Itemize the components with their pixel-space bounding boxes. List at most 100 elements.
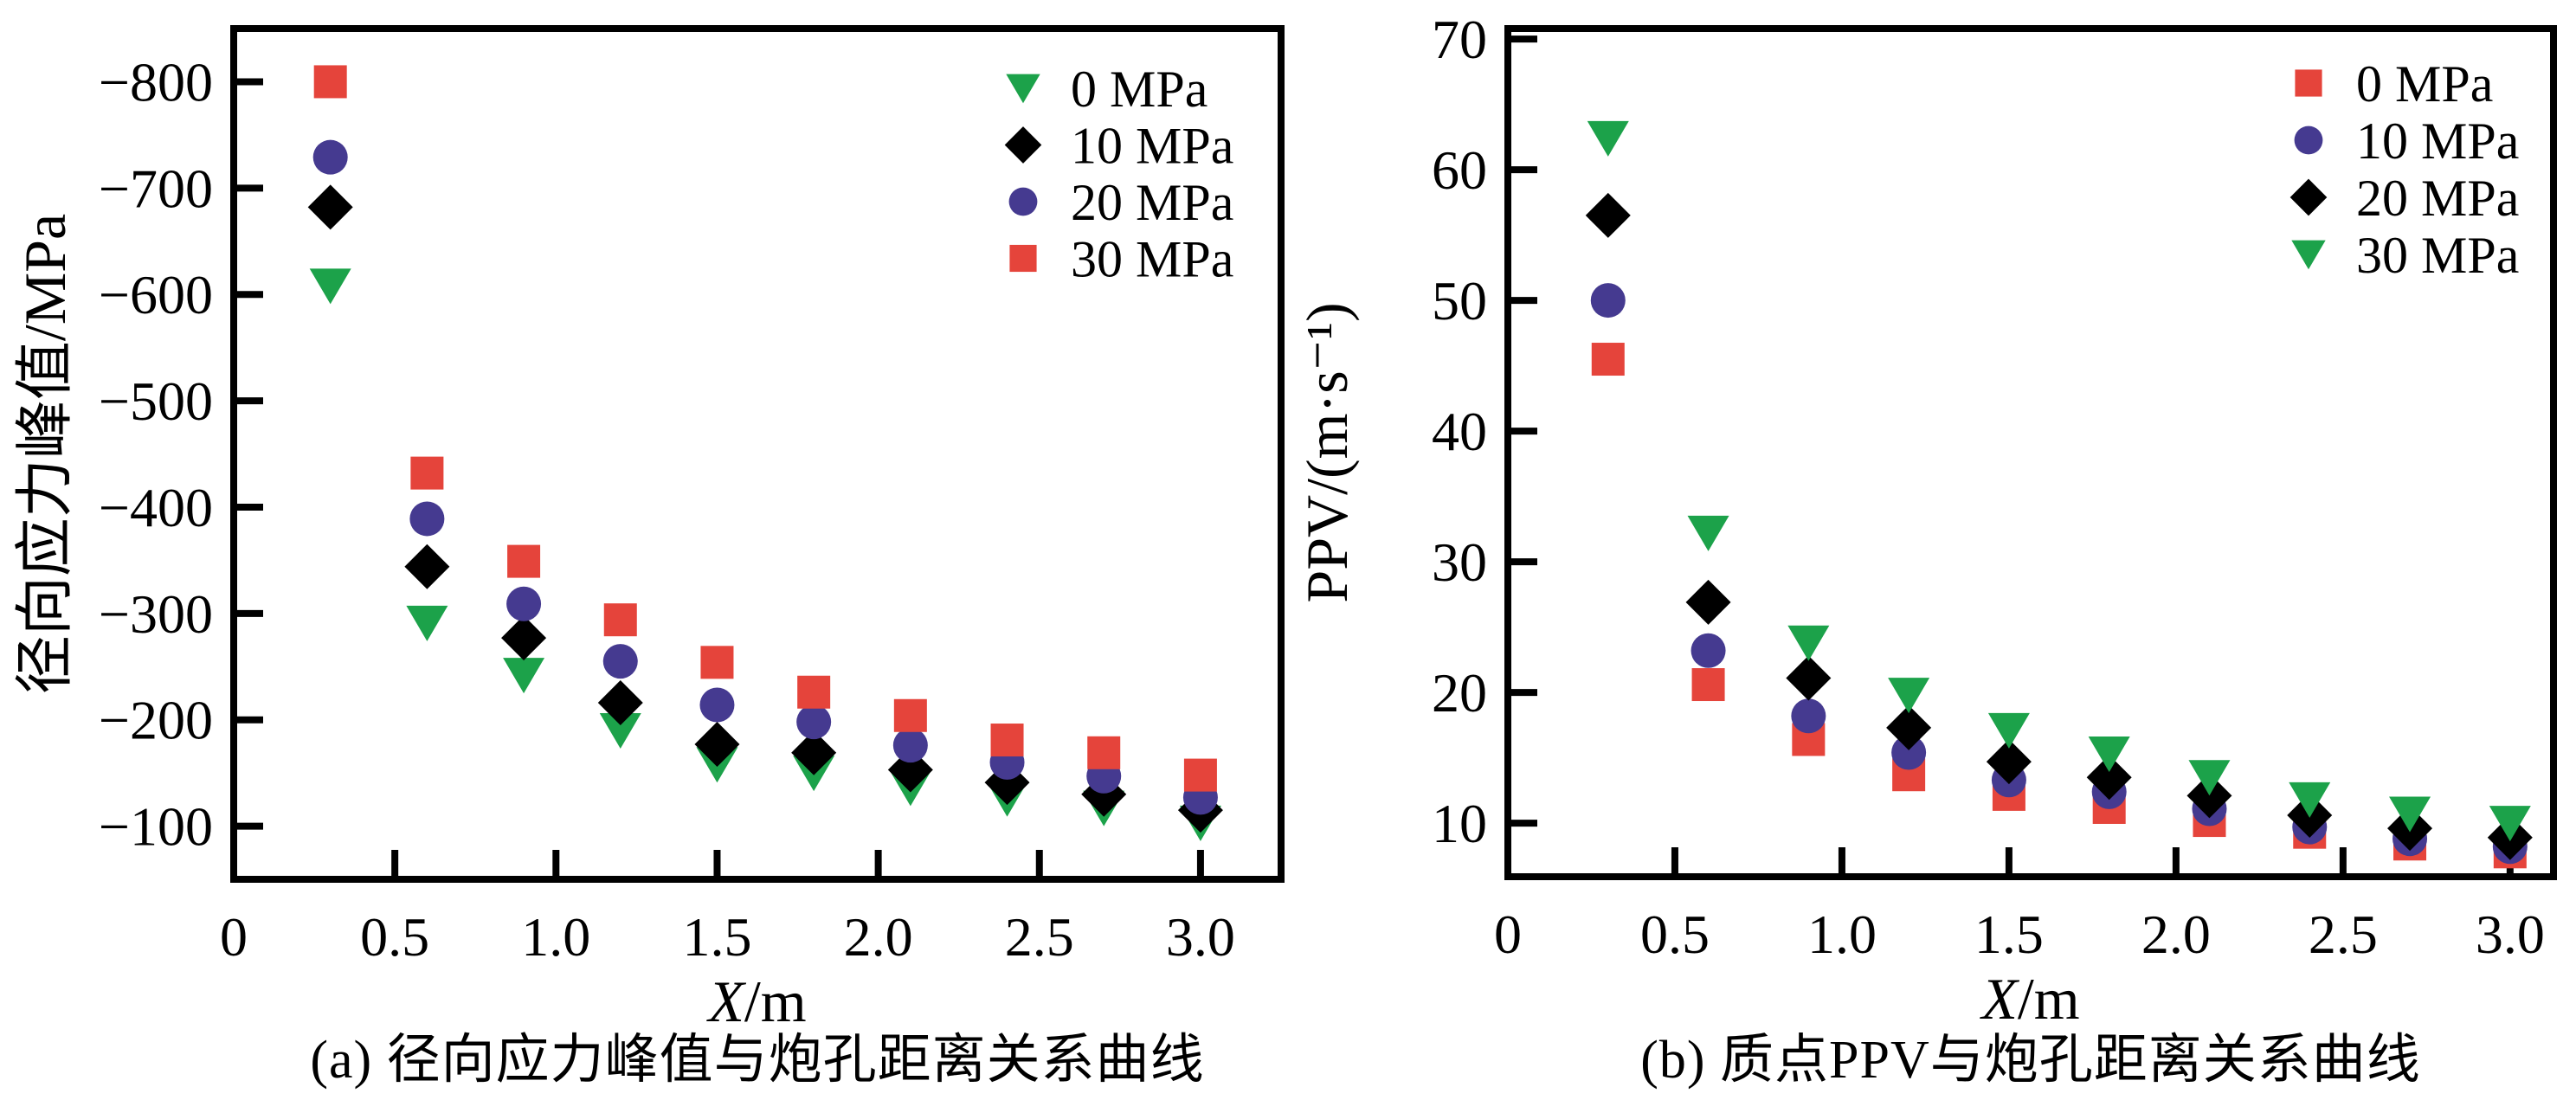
data-point-marker bbox=[603, 603, 637, 637]
legend-label: 0 MPa bbox=[2356, 55, 2493, 113]
data-point-marker bbox=[1691, 668, 1725, 702]
x-tick-label: 1.0 bbox=[521, 906, 590, 968]
data-point-marker bbox=[2489, 806, 2531, 842]
y-tick-label: 60 bbox=[1432, 139, 1487, 201]
x-tick-label: 1.5 bbox=[682, 906, 751, 968]
data-point-marker bbox=[1590, 283, 1626, 318]
data-point-marker bbox=[1585, 192, 1631, 238]
data-point-marker bbox=[791, 730, 837, 775]
legend-label: 0 MPa bbox=[1071, 61, 1208, 118]
data-point-marker bbox=[796, 704, 832, 740]
chart-a-svg: 0.5 1.0 1.5 2.0 2.5 3.0 0 −800 −700 −600 −500 −400 −… bbox=[12, 25, 1285, 1026]
data-point-marker bbox=[1587, 120, 1629, 157]
data-point-marker bbox=[2289, 782, 2331, 818]
y-tick-label: −200 bbox=[99, 690, 213, 751]
y-tick-label: −100 bbox=[99, 796, 213, 858]
legend-marker bbox=[2289, 178, 2328, 216]
x-tick-label: 3.0 bbox=[1166, 906, 1235, 968]
data-point-marker bbox=[1986, 739, 2032, 785]
y-tick-label: −800 bbox=[99, 51, 213, 113]
series-10-MPa bbox=[307, 184, 1223, 833]
series-30-MPa bbox=[313, 65, 1217, 792]
x-tick-label: 1.5 bbox=[1974, 904, 2044, 965]
data-point-marker bbox=[1891, 735, 1927, 770]
data-point-marker bbox=[409, 501, 445, 537]
data-point-marker bbox=[313, 65, 347, 99]
data-point-marker bbox=[990, 724, 1024, 757]
data-point-marker bbox=[410, 456, 444, 490]
data-point-marker bbox=[309, 268, 351, 305]
y-tick-label: −300 bbox=[99, 583, 213, 645]
data-point-marker bbox=[893, 698, 927, 732]
chart-b-svg: 0.5 1.0 1.5 2.0 2.5 3.0 0 70 60 50 40 30 20 10 X/m PPV/… bbox=[1294, 9, 2557, 1026]
y-tick-label: 10 bbox=[1432, 793, 1487, 854]
data-point-marker bbox=[1685, 579, 1731, 625]
x-tick-label: 0.5 bbox=[1640, 904, 1710, 965]
legend-label: 30 MPa bbox=[2356, 227, 2519, 284]
data-point-marker bbox=[1690, 633, 1726, 668]
data-point-marker bbox=[2389, 796, 2431, 833]
data-point-marker bbox=[406, 605, 448, 641]
data-point-marker bbox=[501, 615, 547, 661]
y-tick-label: 20 bbox=[1432, 662, 1487, 724]
legend-label: 10 MPa bbox=[1071, 118, 1233, 175]
legend-marker bbox=[2295, 69, 2322, 97]
x-axis-title: X/m bbox=[1979, 966, 2079, 1026]
panel-b: 0.5 1.0 1.5 2.0 2.5 3.0 0 70 60 50 40 30 20 10 X/m PPV/… bbox=[1290, 0, 2576, 1100]
panel-b-caption: (b) 质点PPV与炮孔距离关系曲线 bbox=[1640, 1031, 2421, 1090]
x-origin-label: 0 bbox=[220, 906, 248, 968]
data-point-marker bbox=[1787, 625, 1830, 661]
data-point-marker bbox=[1087, 736, 1121, 769]
data-point-marker bbox=[1687, 515, 1729, 551]
series-10-MPa bbox=[1590, 283, 2528, 865]
data-point-marker bbox=[602, 644, 638, 679]
x-tick-label: 2.5 bbox=[2309, 904, 2378, 965]
data-point-marker bbox=[503, 658, 545, 694]
series-30-MPa bbox=[1587, 120, 2531, 842]
data-point-marker bbox=[699, 687, 735, 723]
data-point-marker bbox=[1791, 698, 1826, 734]
panel-a: 0.5 1.0 1.5 2.0 2.5 3.0 0 −800 −700 −600 −500 −400 −… bbox=[12, 25, 1285, 1090]
series-0-MPa bbox=[1591, 343, 2527, 869]
y-tick-label: −600 bbox=[99, 264, 213, 325]
data-point-marker bbox=[1786, 655, 1832, 701]
data-point-marker bbox=[1183, 758, 1217, 792]
legend-label: 20 MPa bbox=[1071, 174, 1233, 231]
data-point-marker bbox=[887, 747, 933, 793]
y-tick-label: −700 bbox=[99, 158, 213, 219]
data-point-marker bbox=[597, 680, 643, 726]
legend-marker bbox=[1004, 126, 1042, 164]
data-point-marker bbox=[694, 721, 740, 767]
y-tick-label: 70 bbox=[1432, 9, 1487, 70]
data-point-marker bbox=[1888, 678, 1930, 714]
y-tick-label: −400 bbox=[99, 477, 213, 538]
data-point-marker bbox=[506, 586, 542, 621]
y-tick-label: 50 bbox=[1432, 270, 1487, 331]
legend-marker bbox=[2294, 125, 2323, 155]
data-point-marker bbox=[892, 728, 928, 763]
series-20-MPa bbox=[1585, 192, 2533, 860]
y-axis-title: PPV/(m·s⁻¹) bbox=[1294, 302, 1360, 602]
data-point-marker bbox=[1886, 704, 1932, 750]
plot-frame bbox=[230, 25, 1285, 883]
data-point-marker bbox=[1591, 343, 1625, 376]
legend-marker bbox=[2291, 240, 2326, 270]
data-point-marker bbox=[599, 712, 641, 749]
legend-label: 30 MPa bbox=[1071, 231, 1233, 288]
legend-marker bbox=[1006, 74, 1040, 104]
data-point-marker bbox=[797, 675, 831, 709]
legend-label: 20 MPa bbox=[2356, 170, 2519, 227]
legend-marker bbox=[1009, 244, 1037, 273]
data-point-marker bbox=[2186, 773, 2232, 819]
y-tick-label: −500 bbox=[99, 370, 213, 432]
data-point-marker bbox=[2188, 760, 2231, 796]
x-tick-label: 0.5 bbox=[360, 906, 429, 968]
x-axis-title: X/m bbox=[705, 968, 806, 1026]
data-point-marker bbox=[404, 544, 450, 589]
y-tick-label: 30 bbox=[1432, 531, 1487, 593]
legend-label: 10 MPa bbox=[2356, 113, 2519, 170]
y-axis-title: 径向应力峰值/MPa bbox=[12, 214, 78, 694]
x-tick-label: 1.0 bbox=[1807, 904, 1877, 965]
x-tick-label: 2.0 bbox=[2141, 904, 2211, 965]
